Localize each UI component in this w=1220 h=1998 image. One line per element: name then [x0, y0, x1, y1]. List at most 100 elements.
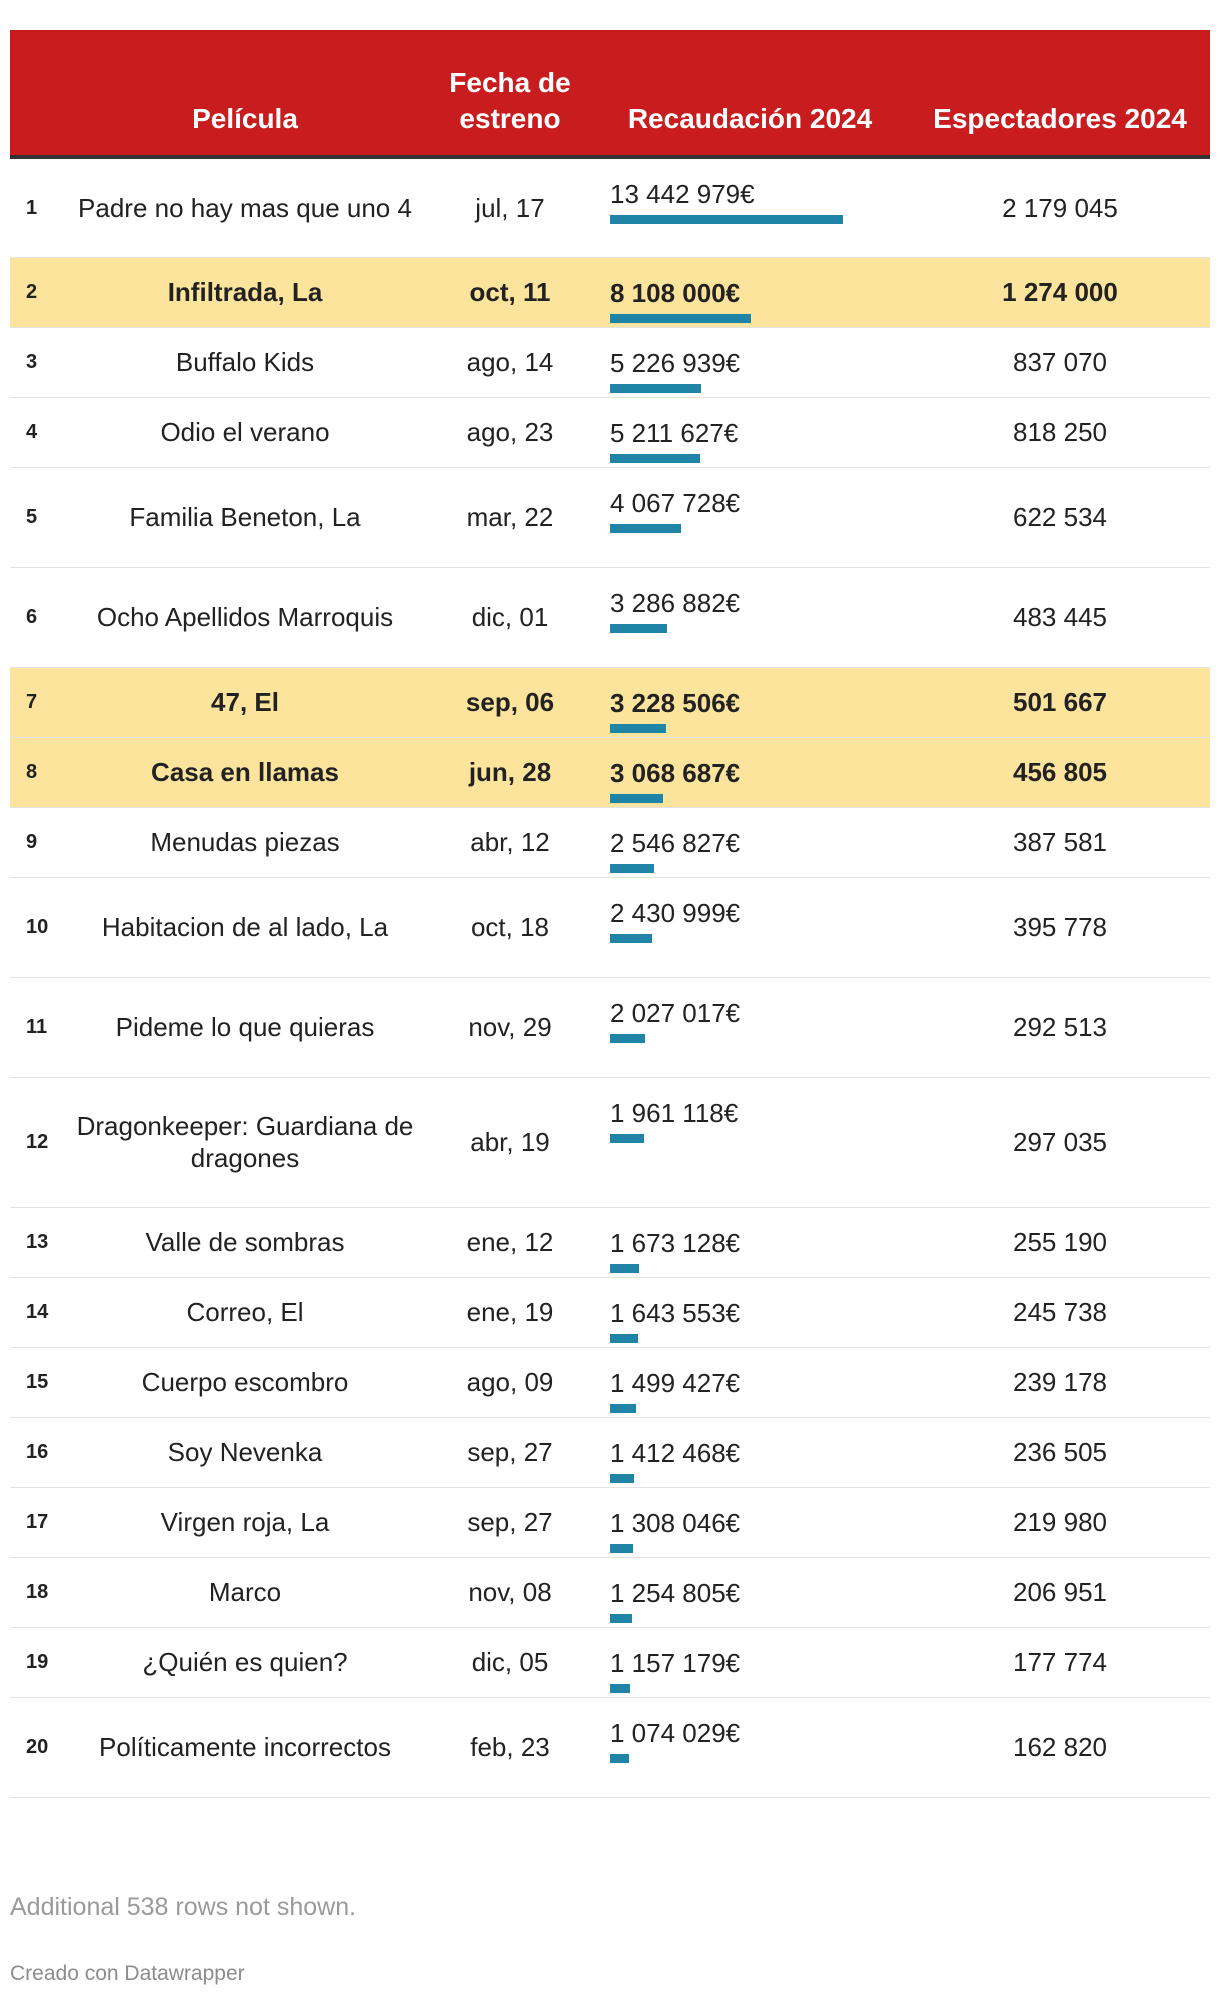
title-cell: Buffalo Kids — [60, 327, 430, 398]
table-row: 11 Pideme lo que quieras nov, 29 2 027 017€… — [10, 977, 1210, 1078]
table-row: 7 47, El sep, 06 3 228 506€ 501 667 — [10, 667, 1210, 738]
gross-cell: 1 499 427€ — [590, 1347, 910, 1418]
table-row: 16 Soy Nevenka sep, 27 1 412 468€ 236 505 — [10, 1417, 1210, 1488]
spectators-cell: 245 738 — [910, 1277, 1210, 1348]
gross-bar — [610, 863, 654, 873]
spectators-cell: 297 035 — [910, 1077, 1210, 1208]
gross-value: 1 074 029€ — [610, 1717, 741, 1748]
gross-bar — [610, 1543, 633, 1553]
gross-value: 1 254 805€ — [610, 1577, 741, 1608]
gross-value: 1 643 553€ — [610, 1297, 741, 1328]
rank-cell: 7 — [10, 667, 60, 738]
gross-bar — [610, 1333, 638, 1343]
date-cell: ago, 14 — [430, 327, 590, 398]
title-cell: Habitacion de al lado, La — [60, 877, 430, 978]
gross-value: 2 027 017€ — [610, 997, 741, 1028]
header-spectators[interactable]: Espectadores 2024 — [910, 30, 1210, 159]
gross-bar — [610, 1133, 644, 1143]
gross-value: 1 412 468€ — [610, 1437, 741, 1468]
spectators-cell: 219 980 — [910, 1487, 1210, 1558]
gross-bar — [610, 1683, 630, 1693]
gross-cell: 2 546 827€ — [590, 807, 910, 878]
title-cell: 47, El — [60, 667, 430, 738]
rank-cell: 8 — [10, 737, 60, 808]
date-cell: dic, 01 — [430, 567, 590, 668]
rank-cell: 3 — [10, 327, 60, 398]
spectators-cell: 177 774 — [910, 1627, 1210, 1698]
gross-bar — [610, 723, 666, 733]
spectators-cell: 501 667 — [910, 667, 1210, 738]
gross-value: 1 499 427€ — [610, 1367, 741, 1398]
title-cell: Soy Nevenka — [60, 1417, 430, 1488]
datawrapper-credit[interactable]: Creado con Datawrapper — [10, 1962, 245, 1985]
gross-value: 3 286 882€ — [610, 587, 741, 618]
gross-bar — [610, 1753, 629, 1763]
rank-cell: 17 — [10, 1487, 60, 1558]
gross-cell: 5 226 939€ — [590, 327, 910, 398]
date-cell: ene, 19 — [430, 1277, 590, 1348]
table-row: 13 Valle de sombras ene, 12 1 673 128€ 255 1… — [10, 1207, 1210, 1278]
spectators-cell: 236 505 — [910, 1417, 1210, 1488]
gross-value: 2 546 827€ — [610, 827, 741, 858]
gross-bar — [610, 933, 652, 943]
rank-cell: 18 — [10, 1557, 60, 1628]
spectators-cell: 456 805 — [910, 737, 1210, 808]
table-row: 3 Buffalo Kids ago, 14 5 226 939€ 837 070 — [10, 327, 1210, 398]
date-cell: jun, 28 — [430, 737, 590, 808]
gross-bar — [610, 1613, 632, 1623]
table-row: 19 ¿Quién es quien? dic, 05 1 157 179€ 177 7… — [10, 1627, 1210, 1698]
gross-value: 4 067 728€ — [610, 487, 741, 518]
title-cell: ¿Quién es quien? — [60, 1627, 430, 1698]
rank-cell: 13 — [10, 1207, 60, 1278]
table-row: 12 Dragonkeeper: Guardiana de dragones abr… — [10, 1077, 1210, 1208]
title-cell: Pideme lo que quieras — [60, 977, 430, 1078]
gross-bar — [610, 623, 667, 633]
title-cell: Odio el verano — [60, 397, 430, 468]
gross-cell: 5 211 627€ — [590, 397, 910, 468]
title-cell: Marco — [60, 1557, 430, 1628]
date-cell: ago, 09 — [430, 1347, 590, 1418]
date-cell: ago, 23 — [430, 397, 590, 468]
spectators-cell: 395 778 — [910, 877, 1210, 978]
header-gross[interactable]: Recaudación 2024 — [590, 30, 910, 159]
table-row: 20 Políticamente incorrectos feb, 23 1 074 … — [10, 1697, 1210, 1798]
table-container: Película Fecha de estreno Recaudación 20… — [10, 30, 1210, 1798]
date-cell: dic, 05 — [430, 1627, 590, 1698]
table-row: 17 Virgen roja, La sep, 27 1 308 046€ 219 98… — [10, 1487, 1210, 1558]
gross-value: 13 442 979€ — [610, 179, 755, 209]
date-cell: sep, 27 — [430, 1487, 590, 1558]
table-row: 5 Familia Beneton, La mar, 22 4 067 728€ 622… — [10, 467, 1210, 568]
title-cell: Dragonkeeper: Guardiana de dragones — [60, 1077, 430, 1208]
table-row: 15 Cuerpo escombro ago, 09 1 499 427€ 239 17… — [10, 1347, 1210, 1418]
spectators-cell: 622 534 — [910, 467, 1210, 568]
table-row: 1 Padre no hay mas que uno 4 jul, 17 13 442… — [10, 157, 1210, 258]
gross-cell: 3 286 882€ — [590, 567, 910, 668]
rank-cell: 10 — [10, 877, 60, 978]
rank-cell: 1 — [10, 157, 60, 258]
gross-value: 5 211 627€ — [610, 417, 739, 448]
spectators-cell: 162 820 — [910, 1697, 1210, 1798]
rank-cell: 2 — [10, 257, 60, 328]
gross-cell: 1 961 118€ — [590, 1077, 910, 1208]
header-rank[interactable] — [10, 30, 60, 159]
gross-cell: 1 643 553€ — [590, 1277, 910, 1348]
gross-value: 8 108 000€ — [610, 277, 741, 308]
spectators-cell: 239 178 — [910, 1347, 1210, 1418]
header-date[interactable]: Fecha de estreno — [430, 30, 590, 159]
gross-bar — [610, 313, 751, 323]
gross-cell: 2 027 017€ — [590, 977, 910, 1078]
title-cell: Familia Beneton, La — [60, 467, 430, 568]
spectators-cell: 483 445 — [910, 567, 1210, 668]
table-row: 9 Menudas piezas abr, 12 2 546 827€ 387 581 — [10, 807, 1210, 878]
header-title[interactable]: Película — [60, 30, 430, 159]
title-cell: Menudas piezas — [60, 807, 430, 878]
gross-cell: 3 228 506€ — [590, 667, 910, 738]
box-office-table: Película Fecha de estreno Recaudación 20… — [10, 30, 1210, 1798]
gross-bar — [610, 1033, 645, 1043]
table-row: 2 Infiltrada, La oct, 11 8 108 000€ 1 274 00… — [10, 257, 1210, 328]
gross-cell: 13 442 979€ — [590, 157, 910, 258]
gross-bar — [610, 1403, 636, 1413]
gross-value: 1 157 179€ — [610, 1647, 741, 1678]
table-row: 4 Odio el verano ago, 23 5 211 627€ 818 250 — [10, 397, 1210, 468]
rank-cell: 12 — [10, 1077, 60, 1208]
